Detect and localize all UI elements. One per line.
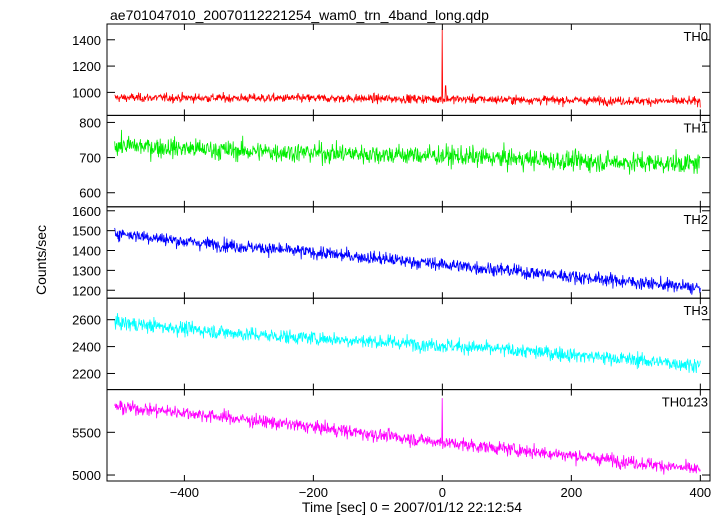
panel-frame <box>106 389 711 482</box>
y-tick-label: 700 <box>79 151 101 166</box>
panel-label: TH0123 <box>662 395 708 410</box>
series-th2 <box>114 227 701 295</box>
panel-label: TH0 <box>683 29 708 44</box>
panel-th0: 1000 1200 1400 TH0 <box>72 23 711 116</box>
y-tick-label: 2200 <box>72 366 101 381</box>
panel-th1: 600 700 800 TH1 <box>79 114 711 208</box>
y-tick-label: 5000 <box>72 468 101 483</box>
panel-th0123: 5000 5500 TH0123 <box>72 389 711 483</box>
panel-frame <box>106 297 711 391</box>
x-tick-label: −400 <box>170 485 199 500</box>
y-tick-label: 2400 <box>72 340 101 355</box>
series-th0123 <box>114 398 701 475</box>
figure-title: ae701047010_20070112221254_wam0_trn_4ban… <box>110 7 489 23</box>
y-tick-label: 1000 <box>72 85 101 100</box>
y-tick-label: 1200 <box>72 59 101 74</box>
x-tick-label: 200 <box>560 485 582 500</box>
x-tick-label: 400 <box>689 485 711 500</box>
y-tick-label: 600 <box>79 186 101 201</box>
y-tick-label: 1400 <box>72 33 101 48</box>
panel-frame <box>106 206 711 299</box>
panel-label: TH1 <box>683 120 708 135</box>
y-tick-label: 800 <box>79 115 101 130</box>
y-tick-label: 1200 <box>72 283 101 298</box>
y-tick-label: 2600 <box>72 313 101 328</box>
y-tick-label: 5500 <box>72 425 101 440</box>
y-axis-label: Counts/sec <box>33 225 49 295</box>
panel-label: TH2 <box>683 212 708 227</box>
y-tick-label: 1500 <box>72 224 101 239</box>
panel-th2: 1200 1300 1400 1500 1600 TH2 <box>72 204 711 299</box>
x-axis-label: Time [sec] 0 = 2007/01/12 22:12:54 <box>302 499 522 515</box>
series-th0 <box>114 29 701 108</box>
y-tick-label: 1600 <box>72 204 101 219</box>
panel-th3: 2200 2400 2600 TH3 <box>72 297 711 391</box>
panel-label: TH3 <box>683 303 708 318</box>
y-tick-label: 1300 <box>72 263 101 278</box>
x-tick-label: −200 <box>299 485 328 500</box>
x-tick-label: 0 <box>439 485 446 500</box>
series-th3 <box>114 313 701 374</box>
y-tick-label: 1400 <box>72 244 101 259</box>
series-th1 <box>114 129 701 175</box>
